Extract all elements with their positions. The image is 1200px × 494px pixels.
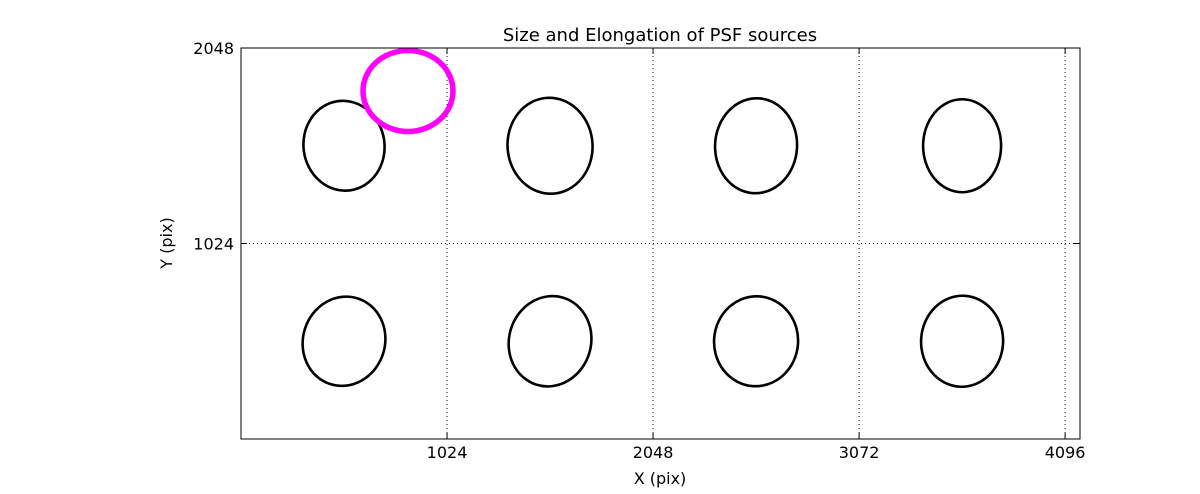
y-tick-label: 2048 [193,39,234,58]
tick-marks-layer [241,47,1080,439]
chart-title: Size and Elongation of PSF sources [503,25,817,46]
psf-source-ellipse [506,96,594,196]
psf-ellipses-layer [301,47,1005,389]
x-axis-label: X (pix) [634,469,687,488]
highlighted-psf-source-ellipse [360,47,456,135]
y-tick-label: 1024 [193,235,234,254]
x-tick-label: 4096 [1045,443,1086,462]
x-tick-label: 1024 [427,443,468,462]
psf-source-ellipse [919,294,1005,389]
psf-source-ellipse [301,295,387,388]
psf-source-ellipse [302,99,386,192]
psf-source-ellipse [712,294,800,388]
tick-labels-layer: 1024 2048 3072 4096 1024 2048 [193,39,1085,462]
x-tick-label: 3072 [839,443,880,462]
psf-source-ellipse [921,97,1003,194]
psf-source-ellipse [713,96,799,195]
x-tick-label: 2048 [633,443,674,462]
psf-source-ellipse [507,294,593,388]
y-axis-label: Y (pix) [157,217,176,269]
